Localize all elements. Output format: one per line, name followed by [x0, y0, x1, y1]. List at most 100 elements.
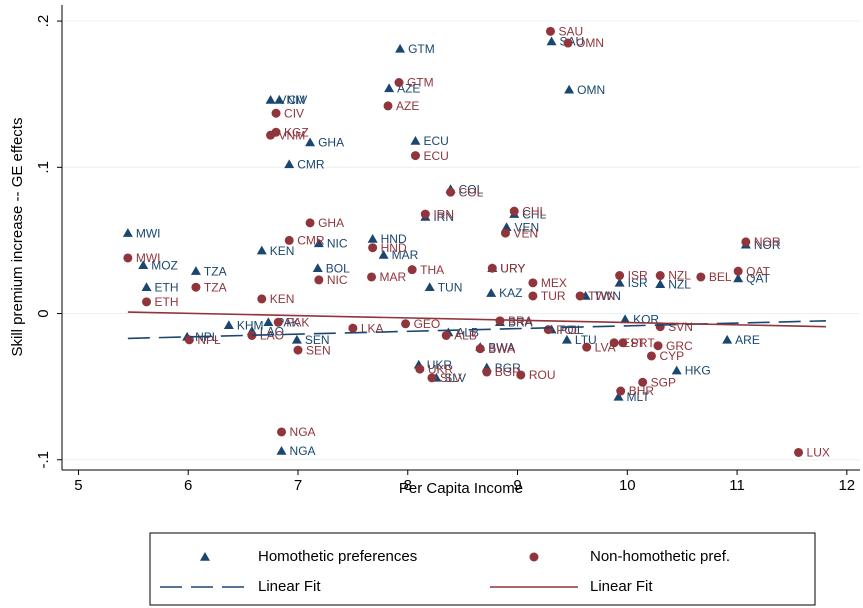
circle-marker: [543, 325, 553, 335]
y-tick-label: .2: [35, 15, 52, 28]
triangle-marker: [305, 137, 316, 147]
circle-marker: [142, 297, 152, 307]
triangle-marker: [200, 552, 210, 561]
point-label: ETH: [155, 280, 179, 294]
triangle-marker: [141, 282, 152, 291]
point-label: GHA: [318, 216, 344, 230]
point-label: KHM: [237, 318, 264, 332]
triangle-marker: [312, 263, 323, 272]
circle-marker: [284, 235, 294, 245]
triangle-marker: [223, 320, 234, 329]
point-label: GEO: [414, 317, 441, 331]
y-tick-label: -.1: [35, 451, 52, 469]
fit-line: [127, 311, 826, 328]
triangle-marker: [378, 250, 389, 259]
point-label: ECU: [423, 134, 448, 148]
point-label: VEN: [515, 220, 540, 234]
point-label: IRN: [433, 210, 454, 224]
point-label: COL: [459, 182, 484, 196]
triangle-marker: [410, 135, 421, 145]
point-label: AZE: [396, 99, 419, 113]
point-label: HKG: [685, 364, 711, 378]
circle-marker: [191, 282, 201, 292]
circle-marker: [487, 263, 497, 273]
legend-label: Homothetic preferences: [258, 548, 417, 565]
point-label: NGA: [290, 425, 316, 439]
point-label: CHL: [522, 207, 546, 221]
point-label: CYP: [659, 349, 684, 363]
triangle-marker: [138, 260, 149, 270]
x-tick-label: 11: [729, 477, 745, 494]
circle-marker: [575, 291, 585, 301]
point-label: HND: [381, 232, 407, 246]
point-label: IRN: [433, 207, 454, 221]
triangle-marker: [313, 238, 324, 248]
circle-marker: [516, 370, 526, 380]
circle-marker: [401, 319, 411, 329]
circle-marker: [367, 272, 377, 282]
point-label: CMR: [297, 234, 325, 248]
point-label: ISR: [628, 276, 648, 290]
point-label: NZL: [668, 277, 691, 291]
point-label: NIC: [327, 237, 348, 251]
point-label: NOR: [754, 235, 781, 249]
point-label: NOR: [754, 238, 781, 252]
triangle-marker: [722, 334, 733, 344]
circle-marker: [394, 78, 404, 87]
x-axis-title: Per Capita Income: [399, 480, 523, 497]
triangle-marker: [122, 228, 133, 237]
point-label: ISR: [628, 269, 648, 283]
circle-marker: [277, 427, 287, 437]
circle-marker: [618, 338, 628, 348]
circle-marker: [446, 187, 456, 197]
point-label: NPL: [197, 333, 221, 347]
x-tick-label: 6: [184, 477, 192, 494]
point-label: NZL: [668, 269, 691, 283]
circle-marker: [420, 209, 430, 219]
circle-marker: [273, 317, 283, 327]
point-label: UKR: [428, 362, 454, 376]
legend-box: [149, 532, 816, 606]
triangle-marker: [256, 245, 267, 255]
triangle-marker: [384, 83, 395, 93]
triangle-marker: [190, 266, 201, 275]
point-label: EST: [622, 336, 646, 350]
circle-marker: [314, 275, 324, 285]
circle-marker: [582, 342, 592, 352]
point-label: GTM: [408, 42, 435, 56]
circle-marker: [184, 335, 194, 345]
point-label: AZE: [397, 82, 420, 96]
point-label: SVN: [668, 320, 693, 334]
triangle-marker: [284, 159, 295, 169]
circle-marker: [482, 367, 492, 377]
point-label: OMN: [577, 83, 605, 97]
triangle-marker: [291, 334, 302, 344]
circle-marker: [529, 552, 539, 562]
point-label: URY: [500, 261, 525, 275]
point-label: VNM: [279, 128, 306, 142]
x-tick-label: 8: [404, 477, 412, 494]
point-label: ECU: [423, 149, 448, 163]
point-label: BGR: [495, 365, 521, 379]
point-label: CIV: [284, 106, 304, 120]
point-label: PAK: [286, 315, 309, 329]
point-label: ALB: [454, 329, 477, 343]
point-label: URY: [500, 261, 525, 275]
point-label: TWN: [594, 289, 621, 303]
point-label: BWA: [488, 340, 515, 354]
point-label: KEN: [270, 292, 295, 306]
circle-marker: [616, 386, 626, 396]
point-label: VNM: [279, 93, 306, 107]
triangle-marker: [265, 95, 276, 104]
point-label: GRC: [666, 339, 693, 353]
circle-marker: [368, 243, 378, 253]
triangle-marker: [274, 95, 285, 104]
point-label: PAK: [276, 315, 299, 329]
legend-label: Non-homothetic pref.: [590, 548, 730, 565]
triangle-marker: [367, 233, 378, 243]
circle-marker: [407, 265, 417, 275]
circle-marker: [609, 338, 619, 348]
circle-marker: [475, 344, 485, 354]
triangle-marker: [395, 43, 406, 53]
